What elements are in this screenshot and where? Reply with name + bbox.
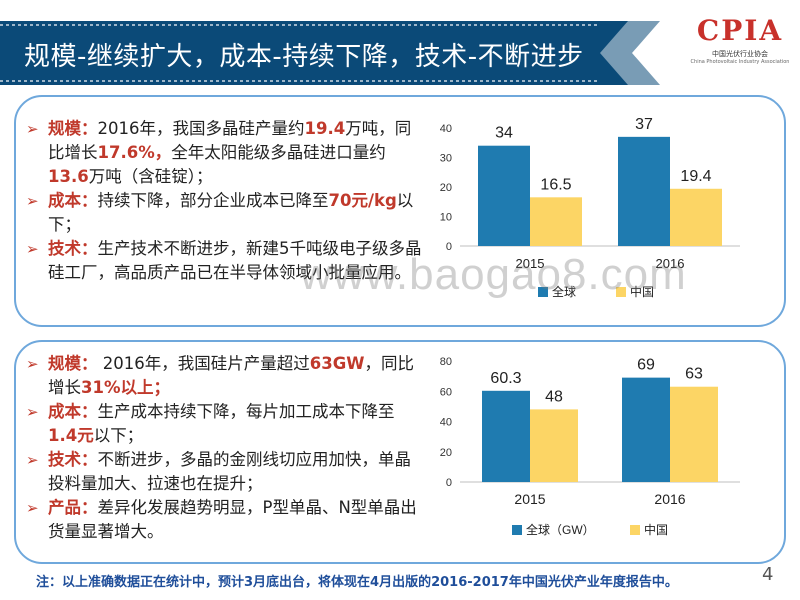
logo-org-name: 中国光伏行业协会 bbox=[712, 50, 768, 58]
y-tick-label: 40 bbox=[440, 417, 452, 429]
bullet-text: 全年太阳能级多晶硅进口量约 bbox=[171, 143, 386, 162]
arrow-bullet-icon: ➢ bbox=[26, 355, 39, 373]
legend-swatch bbox=[512, 525, 522, 535]
bullet-highlight: 19.4 bbox=[304, 119, 346, 138]
bullet-text: 差异化发展趋势明显，P型单晶、N型单晶出货量显著增大。 bbox=[48, 498, 417, 541]
arrow-bullet-icon: ➢ bbox=[26, 120, 39, 138]
arrow-bullet-icon: ➢ bbox=[26, 451, 39, 469]
y-tick-label: 40 bbox=[440, 123, 452, 135]
polysilicon-bullets: ➢ 规模：2016年，我国多晶硅产量约19.4万吨，同比增长17.6%，全年太阳能… bbox=[22, 117, 422, 285]
bullet-cost: ➢ 成本：持续下降，部分企业成本已降至70元/kg以下； bbox=[22, 189, 422, 237]
bullet-text: 万吨（含硅锭）； bbox=[88, 167, 213, 186]
x-tick-label: 2015 bbox=[516, 256, 545, 271]
bullet-text: 2016年，我国硅片产量超过 bbox=[97, 354, 310, 373]
bullet-key: 技术： bbox=[48, 450, 98, 469]
bullet-text: 以下； bbox=[48, 191, 414, 234]
legend-entry: 中国 bbox=[630, 284, 654, 299]
bullet-key: 规模： bbox=[48, 354, 98, 373]
bullet-text: ，同比增长 bbox=[48, 354, 414, 397]
bullet-scale: ➢ 规模：2016年，我国多晶硅产量约19.4万吨，同比增长17.6%，全年太阳能… bbox=[22, 117, 422, 189]
bullet-key: 成本： bbox=[48, 191, 98, 210]
footnote: 注：以上准确数据正在统计中，预计3月底出台，将体现在4月出版的2016-2017… bbox=[36, 575, 678, 590]
title-ribbon bbox=[0, 21, 660, 85]
bar bbox=[530, 409, 578, 482]
x-tick-label: 2016 bbox=[656, 256, 685, 271]
logo-org-name-en: China Photovoltaic Industry Association bbox=[690, 59, 790, 65]
bar bbox=[482, 390, 530, 482]
y-tick-label: 80 bbox=[440, 356, 452, 368]
bullet-key: 技术： bbox=[48, 239, 98, 258]
wafer-bullets: ➢ 规模： 2016年，我国硅片产量超过63GW，同比增长31%以上； ➢ 成本：生… bbox=[22, 352, 422, 544]
x-tick-label: 2015 bbox=[514, 491, 545, 507]
bar bbox=[622, 377, 670, 482]
legend-entry: 全球 bbox=[552, 284, 576, 299]
bullet-text: 生产成本持续下降，每片加工成本下降至 bbox=[97, 402, 395, 421]
bullet-highlight: 31%以上； bbox=[81, 378, 170, 397]
legend-entry: 中国 bbox=[644, 522, 668, 537]
bullet-highlight: 70元/kg bbox=[328, 191, 397, 210]
y-tick-label: 10 bbox=[440, 212, 452, 224]
data-label: 16.5 bbox=[540, 176, 571, 193]
bar bbox=[478, 145, 530, 246]
legend-swatch bbox=[538, 287, 548, 297]
legend-entry: 全球（GW） bbox=[526, 522, 595, 537]
watermark: www.baogao8.com bbox=[300, 250, 687, 299]
bullet-product: ➢ 产品：差异化发展趋势明显，P型单晶、N型单晶出货量显著增大。 bbox=[22, 496, 422, 544]
legend-swatch bbox=[616, 287, 626, 297]
bullet-highlight: 1.4元 bbox=[48, 426, 94, 445]
bullet-scale: ➢ 规模： 2016年，我国硅片产量超过63GW，同比增长31%以上； bbox=[22, 352, 422, 400]
data-label: 34 bbox=[495, 125, 513, 142]
data-label: 63 bbox=[685, 366, 703, 383]
y-tick-label: 0 bbox=[446, 477, 452, 489]
bullet-tech: ➢ 技术：生产技术不断进步，新建5千吨级电子级多晶硅工厂，高品质产品已在半导体领域… bbox=[22, 237, 422, 285]
bullet-highlight: 17.6%， bbox=[97, 143, 172, 162]
bullet-text: 万吨，同比增长 bbox=[48, 119, 412, 162]
polysilicon-panel: ➢ 规模：2016年，我国多晶硅产量约19.4万吨，同比增长17.6%，全年太阳能… bbox=[14, 95, 786, 327]
bar bbox=[618, 136, 670, 246]
y-tick-label: 20 bbox=[440, 182, 452, 194]
data-label: 19.4 bbox=[680, 168, 711, 185]
data-label: 60.3 bbox=[490, 370, 521, 387]
legend-swatch bbox=[630, 525, 640, 535]
arrow-bullet-icon: ➢ bbox=[26, 499, 39, 517]
bullet-text: 持续下降，部分企业成本已降至 bbox=[97, 191, 329, 210]
arrow-bullet-icon: ➢ bbox=[26, 240, 39, 258]
y-tick-label: 0 bbox=[446, 241, 452, 253]
x-tick-label: 2016 bbox=[654, 491, 685, 507]
wafer-bar-chart: 0 20 40 60 80 60.3 48 2015 69 63 2016 全球（GW） 中国 bbox=[440, 356, 740, 537]
bullet-key: 成本： bbox=[48, 402, 98, 421]
arrow-bullet-icon: ➢ bbox=[26, 403, 39, 421]
bullet-text: 生产技术不断进步，新建5千吨级电子级多晶硅工厂，高品质产品已在半导体领域小批量应… bbox=[48, 239, 422, 282]
data-label: 37 bbox=[635, 116, 653, 133]
y-tick-label: 20 bbox=[440, 447, 452, 459]
page-title: 规模-继续扩大，成本-持续下降，技术-不断进步 bbox=[24, 42, 584, 72]
bar bbox=[530, 197, 582, 246]
arrow-bullet-icon: ➢ bbox=[26, 192, 39, 210]
page-number: 4 bbox=[762, 564, 774, 585]
bar bbox=[670, 386, 718, 482]
bullet-highlight: 63GW bbox=[309, 354, 365, 373]
bar bbox=[670, 188, 722, 246]
cpia-logo: CPIA 中国光伏行业协会 China Photovoltaic Industr… bbox=[690, 10, 790, 80]
bullet-text: 以下； bbox=[93, 426, 144, 445]
bullet-highlight: 13.6 bbox=[48, 167, 89, 186]
bullet-cost: ➢ 成本：生产成本持续下降，每片加工成本下降至1.4元以下； bbox=[22, 400, 422, 448]
bullet-text: 不断进步，多晶的金刚线切应用加快，单晶投料量加大、拉速也在提升； bbox=[48, 450, 411, 493]
bullet-key: 产品： bbox=[48, 498, 98, 517]
data-label: 69 bbox=[637, 357, 655, 374]
bullet-tech: ➢ 技术：不断进步，多晶的金刚线切应用加快，单晶投料量加大、拉速也在提升； bbox=[22, 448, 422, 496]
polysilicon-bar-chart: 0 10 20 30 40 34 16.5 2015 37 19.4 2016 全球 中国 bbox=[440, 116, 740, 299]
bullet-key: 规模： bbox=[48, 119, 98, 138]
y-tick-label: 60 bbox=[440, 386, 452, 398]
data-label: 48 bbox=[545, 388, 563, 405]
y-tick-label: 30 bbox=[440, 153, 452, 165]
bullet-text: 2016年，我国多晶硅产量约 bbox=[97, 119, 305, 138]
logo-mark: CPIA bbox=[696, 14, 784, 47]
